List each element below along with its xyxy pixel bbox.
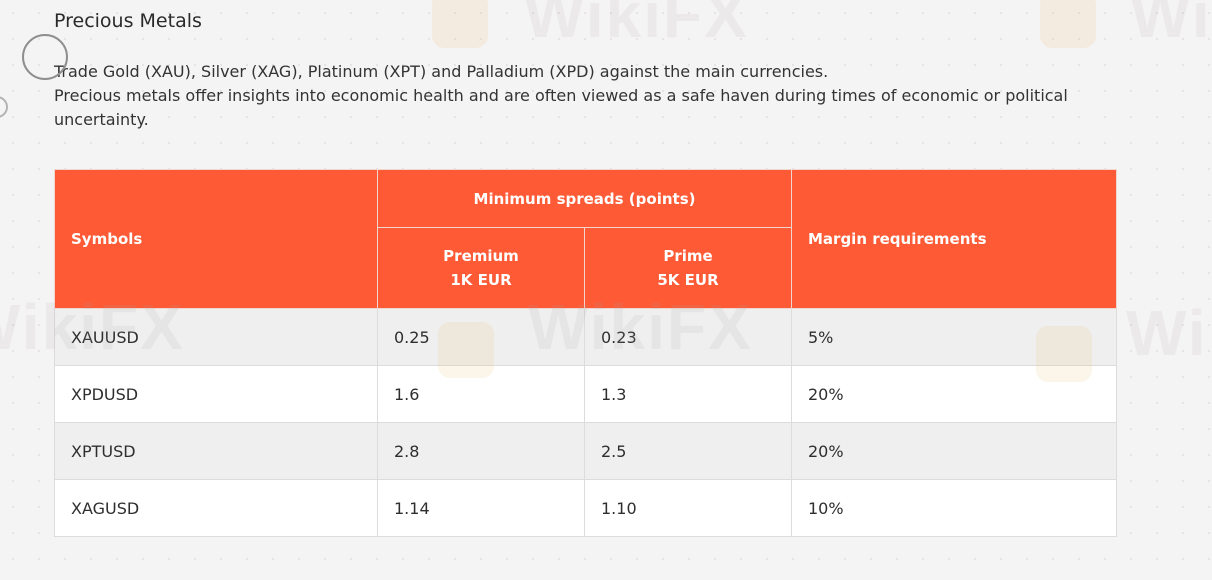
watermark-logo-icon — [1040, 0, 1096, 48]
cell-margin: 10% — [791, 479, 1117, 537]
header-premium-amount: 1K EUR — [450, 271, 512, 289]
cell-symbol: XAGUSD — [54, 479, 378, 537]
table-subheader-row: Premium 1K EUR Prime 5K EUR — [55, 227, 1117, 309]
cell-margin: 20% — [791, 422, 1117, 480]
cell-prime-spread: 1.10 — [584, 479, 792, 537]
watermark: WikiFX — [524, 0, 749, 51]
header-prime-amount: 5K EUR — [657, 271, 719, 289]
cell-premium-spread: 1.14 — [377, 479, 585, 537]
description-line: Trade Gold (XAU), Silver (XAG), Platinum… — [54, 62, 829, 81]
cell-margin: 20% — [791, 365, 1117, 423]
decorative-arc-icon — [0, 96, 8, 118]
decorative-circle-icon — [22, 34, 68, 80]
watermark: WikiFX — [1130, 0, 1212, 51]
cell-premium-spread: 1.6 — [377, 365, 585, 423]
cell-prime-spread: 1.3 — [584, 365, 792, 423]
cell-prime-spread: 0.23 — [584, 308, 792, 366]
header-margin-requirements: Margin requirements — [791, 169, 1117, 309]
precious-metals-table: Symbols Minimum spreads (points) Margin … — [54, 169, 1117, 537]
table-header-row: Symbols Minimum spreads (points) Margin … — [54, 169, 1117, 309]
header-prime-name: Prime — [663, 247, 713, 265]
table-row: XPDUSD 1.6 1.3 20% — [54, 365, 1117, 423]
table-row: XAGUSD 1.14 1.10 10% — [54, 479, 1117, 537]
watermark-logo-icon — [432, 0, 488, 48]
cell-symbol: XAUUSD — [54, 308, 378, 366]
header-premium-name: Premium — [443, 247, 519, 265]
cell-symbol: XPDUSD — [54, 365, 378, 423]
header-prime: Prime 5K EUR — [584, 227, 792, 309]
cell-prime-spread: 2.5 — [584, 422, 792, 480]
section-description: Trade Gold (XAU), Silver (XAG), Platinum… — [54, 60, 1074, 132]
cell-premium-spread: 2.8 — [377, 422, 585, 480]
description-line: Precious metals offer insights into econ… — [54, 86, 1068, 129]
header-symbols: Symbols — [54, 169, 378, 309]
cell-margin: 5% — [791, 308, 1117, 366]
table-row: XAUUSD 0.25 0.23 5% — [54, 308, 1117, 366]
cell-symbol: XPTUSD — [54, 422, 378, 480]
cell-premium-spread: 0.25 — [377, 308, 585, 366]
section-title: Precious Metals — [54, 10, 202, 32]
header-minimum-spreads: Minimum spreads (points) — [377, 169, 792, 228]
header-premium: Premium 1K EUR — [377, 227, 585, 309]
watermark: WikiFX — [1126, 297, 1212, 369]
table-row: XPTUSD 2.8 2.5 20% — [54, 422, 1117, 480]
